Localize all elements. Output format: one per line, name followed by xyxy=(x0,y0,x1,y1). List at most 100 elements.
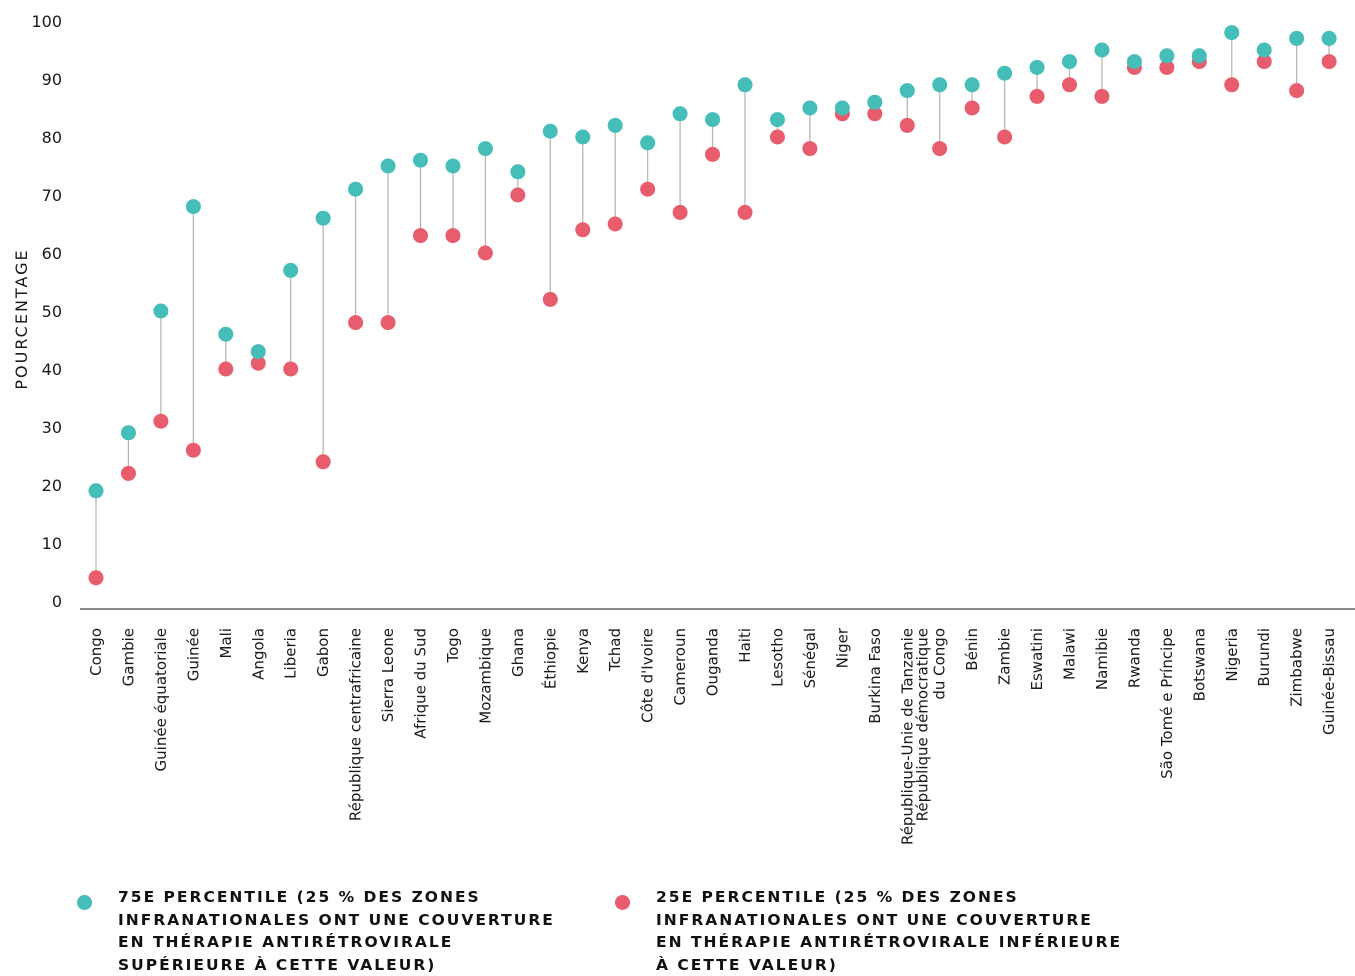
low-point xyxy=(1289,83,1305,99)
high-point xyxy=(1029,59,1045,75)
x-tick-label: Zambie xyxy=(996,628,1014,685)
high-point xyxy=(1289,30,1305,46)
x-tick-label: Rwanda xyxy=(1125,628,1143,688)
x-tick-label: Sénégal xyxy=(801,628,819,688)
low-point xyxy=(672,204,688,220)
low-point xyxy=(964,100,980,116)
legend-marker-high xyxy=(77,895,92,910)
high-point xyxy=(413,152,428,168)
x-tick-label: Côte d'Ivoire xyxy=(639,628,657,723)
x-tick-label: Afrique du Sud xyxy=(412,628,430,739)
high-series-points xyxy=(88,25,1337,499)
x-tick-label: Sierra Leone xyxy=(379,628,397,722)
x-tick-label: Botswana xyxy=(1190,628,1208,701)
x-tick-label: Éthiopie xyxy=(540,628,559,689)
y-tick-label: 10 xyxy=(42,534,62,553)
low-point xyxy=(413,228,428,244)
x-tick-label: Ouganda xyxy=(704,628,722,696)
y-tick-label: 30 xyxy=(42,418,62,437)
high-point xyxy=(997,65,1013,81)
y-axis-ticks: 0 10 20 30 40 50 60 70 80 90 100 xyxy=(31,12,62,611)
high-point xyxy=(640,135,656,151)
high-point xyxy=(477,141,493,157)
x-tick-label: Malawi xyxy=(1061,628,1079,680)
high-point xyxy=(964,77,980,93)
x-tick-label: Liberia xyxy=(282,628,300,679)
high-point xyxy=(153,303,169,319)
x-tick-label: République-Unie de Tanzanie xyxy=(898,628,916,845)
high-point xyxy=(88,483,104,499)
x-tick-label: Nigeria xyxy=(1223,628,1241,682)
y-tick-label: 40 xyxy=(42,360,62,379)
low-point xyxy=(997,129,1013,145)
low-point xyxy=(185,442,201,458)
low-point xyxy=(250,355,266,371)
x-tick-label: Angola xyxy=(249,628,267,680)
x-tick-label: Zimbabwe xyxy=(1288,628,1306,707)
x-tick-label: Kenya xyxy=(574,628,592,674)
legend-label-low: 25E PERCENTILE (25 % DES ZONES INFRANATI… xyxy=(656,888,1123,974)
low-point xyxy=(153,413,169,429)
high-point xyxy=(769,112,785,128)
low-point xyxy=(348,315,364,331)
high-point xyxy=(315,210,331,226)
high-point xyxy=(899,83,915,99)
x-tick-label: République centrafricaine xyxy=(347,628,365,821)
low-point xyxy=(899,117,915,133)
low-point xyxy=(1094,88,1110,104)
x-tick-label: Guinée xyxy=(184,628,202,681)
low-point xyxy=(737,204,753,220)
low-point xyxy=(477,245,493,261)
low-point xyxy=(1321,54,1337,70)
x-tick-label: Togo xyxy=(444,628,462,664)
y-tick-label: 100 xyxy=(31,12,62,31)
low-point xyxy=(705,146,721,162)
x-tick-label: Burkina Faso xyxy=(866,628,884,724)
high-point xyxy=(607,117,623,133)
high-point xyxy=(932,77,948,93)
high-point xyxy=(1159,48,1175,64)
high-point xyxy=(445,158,461,174)
y-tick-label: 20 xyxy=(42,476,62,495)
high-point xyxy=(1256,42,1272,58)
legend-label-high: 75E PERCENTILE (25 % DES ZONES INFRANATI… xyxy=(118,888,555,974)
low-point xyxy=(1029,88,1045,104)
x-tick-label: Congo xyxy=(87,628,105,676)
low-point xyxy=(88,570,104,586)
high-point xyxy=(380,158,396,174)
high-point xyxy=(834,100,850,116)
high-point xyxy=(185,199,201,215)
x-tick-label: République démocratiquedu Congo xyxy=(914,628,949,821)
x-axis-labels: Congo Gambie Guinée équatoriale Guinée Mali A… xyxy=(87,627,1338,845)
high-point xyxy=(1191,48,1207,64)
low-point xyxy=(283,361,299,377)
low-point xyxy=(120,465,136,481)
legend-item-high: 75E PERCENTILE (25 % DES ZONES INFRANATI… xyxy=(77,886,555,976)
x-tick-label: Eswatini xyxy=(1028,628,1046,690)
y-tick-label: 70 xyxy=(42,186,62,205)
low-point xyxy=(218,361,234,377)
high-point xyxy=(542,123,558,139)
low-point xyxy=(315,454,331,470)
x-tick-label: Mali xyxy=(217,628,235,658)
y-tick-label: 60 xyxy=(42,244,62,263)
low-point xyxy=(445,228,461,244)
x-tick-label: Guinée-Bissau xyxy=(1320,628,1338,735)
high-point xyxy=(575,129,591,145)
high-point xyxy=(1126,54,1142,70)
high-point xyxy=(218,326,234,342)
x-tick-label: Mozambique xyxy=(476,628,494,724)
x-tick-label: Namibie xyxy=(1093,628,1111,690)
high-point xyxy=(120,425,136,441)
low-point xyxy=(575,222,591,238)
high-point xyxy=(1321,30,1337,46)
low-point xyxy=(640,181,656,197)
low-point xyxy=(542,291,558,307)
x-tick-label: Cameroun xyxy=(671,628,689,706)
y-tick-label: 50 xyxy=(42,302,62,321)
high-point xyxy=(283,262,299,278)
high-point xyxy=(672,106,688,122)
x-tick-label-line: République démocratique xyxy=(914,628,932,821)
y-tick-label: 0 xyxy=(52,592,62,611)
x-tick-label: Haiti xyxy=(736,628,754,663)
